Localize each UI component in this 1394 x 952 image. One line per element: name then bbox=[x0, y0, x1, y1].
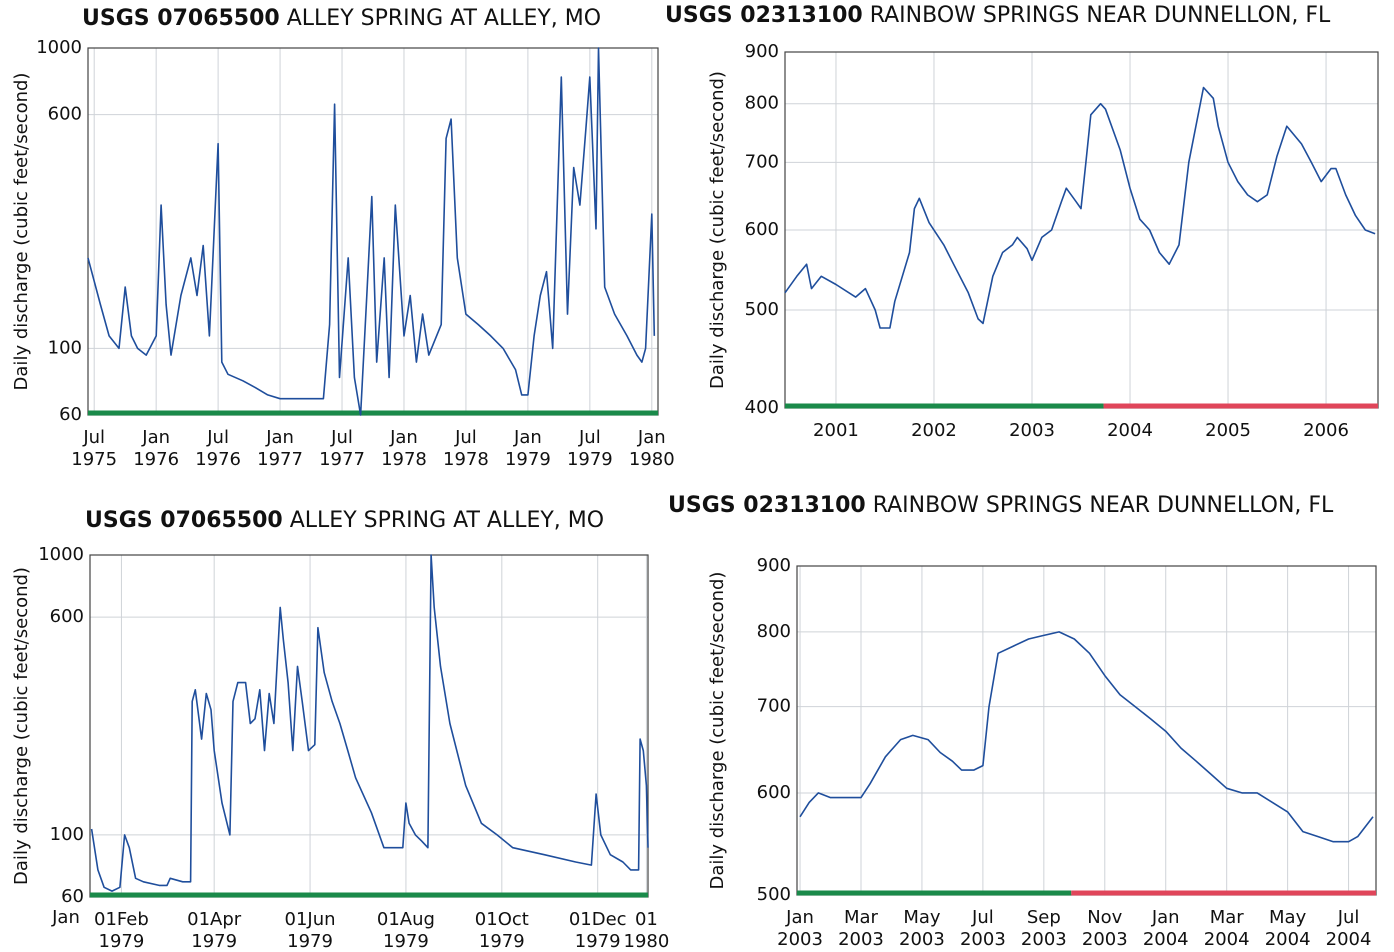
discharge-line bbox=[90, 554, 649, 892]
site-name: ALLEY SPRING AT ALLEY, MO bbox=[287, 6, 601, 31]
chart: USGS 02313100 RAINBOW SPRINGS NEAR DUNNE… bbox=[665, 3, 1379, 441]
y-tick-label: 600 bbox=[48, 104, 82, 125]
x-tick-label: Jan 2003 bbox=[777, 907, 823, 948]
x-tick-label: 01 1980 bbox=[624, 909, 670, 948]
y-axis-label: Daily discharge (cubic feet/second) bbox=[707, 71, 728, 389]
x-tick-label: Jan 1976 bbox=[133, 427, 179, 470]
plot-frame bbox=[89, 554, 649, 898]
chart-title: USGS 07065500 ALLEY SPRING AT ALLEY, MO bbox=[82, 6, 601, 31]
site-id: USGS 02313100 bbox=[668, 493, 866, 518]
x-tick-label: Jul 1978 bbox=[443, 427, 489, 470]
x-tick-label: 01Feb 1979 bbox=[94, 909, 149, 948]
y-tick-label: 600 bbox=[50, 606, 84, 627]
x-tick-label: 01Jun 1979 bbox=[285, 909, 336, 948]
chart-title: USGS 02313100 RAINBOW SPRINGS NEAR DUNNE… bbox=[668, 493, 1334, 518]
x-tick-label: Jan 1977 bbox=[257, 427, 303, 470]
chart: USGS 07065500 ALLEY SPRING AT ALLEY, MO D… bbox=[11, 6, 675, 470]
y-axis-label: Daily discharge (cubic feet/second) bbox=[11, 567, 32, 885]
x-tick-label: Jul 2003 bbox=[960, 907, 1006, 948]
y-tick-label: 900 bbox=[745, 41, 779, 62]
x-tick-label: Jan 1978 bbox=[381, 427, 427, 470]
x-tick-label: 2001 bbox=[813, 420, 859, 441]
chart-title: USGS 07065500 ALLEY SPRING AT ALLEY, MO bbox=[85, 508, 604, 533]
discharge-line bbox=[799, 631, 1374, 843]
y-tick-label: 60 bbox=[61, 886, 84, 907]
x-tick-label: 01Dec 1979 bbox=[569, 909, 627, 948]
y-tick-label: 1000 bbox=[38, 544, 84, 565]
x-tick-label: 01Oct 1979 bbox=[475, 909, 529, 948]
x-tick-label: May 2004 bbox=[1265, 907, 1311, 948]
chart: USGS 02313100 RAINBOW SPRINGS NEAR DUNNE… bbox=[668, 493, 1377, 950]
discharge-line bbox=[87, 47, 656, 416]
x-tick-label: 01Apr 1979 bbox=[187, 909, 242, 948]
site-id: USGS 07065500 bbox=[85, 508, 283, 533]
x-tick-label: Jul 1977 bbox=[319, 427, 365, 470]
x-tick-label: 2002 bbox=[911, 420, 957, 441]
y-tick-label: 1000 bbox=[36, 37, 82, 58]
x-tick-label: Sep 2003 bbox=[1021, 907, 1067, 948]
y-tick-label: 60 bbox=[59, 404, 82, 425]
x-tick-label: Jan 1980 bbox=[629, 427, 675, 470]
y-tick-label: 800 bbox=[757, 621, 791, 642]
site-name: RAINBOW SPRINGS NEAR DUNNELLON, FL bbox=[873, 493, 1334, 518]
discharge-line bbox=[784, 86, 1376, 329]
x-tick-label: 2006 bbox=[1303, 420, 1349, 441]
site-name: RAINBOW SPRINGS NEAR DUNNELLON, FL bbox=[870, 3, 1331, 28]
y-tick-label: 100 bbox=[50, 824, 84, 845]
x-tick-label: Mar 2004 bbox=[1204, 907, 1250, 948]
x-tick-label: May 2003 bbox=[899, 907, 945, 948]
x-tick-label: Jul 1976 bbox=[195, 427, 241, 470]
x-start-label: Jan bbox=[51, 907, 80, 928]
y-axis-label: Daily discharge (cubic feet/second) bbox=[11, 73, 32, 391]
y-tick-label: 900 bbox=[757, 555, 791, 576]
site-name: ALLEY SPRING AT ALLEY, MO bbox=[290, 508, 604, 533]
chart: USGS 07065500 ALLEY SPRING AT ALLEY, MO D… bbox=[11, 508, 670, 952]
x-tick-label: Jul 2004 bbox=[1326, 907, 1372, 948]
plot-frame bbox=[796, 565, 1377, 896]
x-tick-label: 2005 bbox=[1205, 420, 1251, 441]
y-tick-label: 100 bbox=[48, 337, 82, 358]
site-id: USGS 02313100 bbox=[665, 3, 863, 28]
y-tick-label: 700 bbox=[745, 151, 779, 172]
y-tick-label: 800 bbox=[745, 93, 779, 114]
x-tick-label: 2004 bbox=[1107, 420, 1153, 441]
x-tick-label: Jan 2004 bbox=[1143, 907, 1189, 948]
y-tick-label: 700 bbox=[757, 696, 791, 717]
y-tick-label: 600 bbox=[757, 782, 791, 803]
x-tick-label: Jul 1979 bbox=[567, 427, 613, 470]
y-tick-label: 600 bbox=[745, 219, 779, 240]
y-axis-label: Daily discharge (cubic feet/second) bbox=[707, 572, 728, 890]
x-tick-label: Jan 1979 bbox=[505, 427, 551, 470]
y-tick-label: 500 bbox=[745, 299, 779, 320]
x-tick-label: 2003 bbox=[1009, 420, 1055, 441]
x-tick-label: Mar 2003 bbox=[838, 907, 884, 948]
x-tick-label: 01Aug 1979 bbox=[377, 909, 435, 948]
site-id: USGS 07065500 bbox=[82, 6, 280, 31]
x-tick-label: Nov 2003 bbox=[1082, 907, 1128, 948]
y-tick-label: 400 bbox=[745, 397, 779, 418]
chart-title: USGS 02313100 RAINBOW SPRINGS NEAR DUNNE… bbox=[665, 3, 1331, 28]
x-tick-label: Jul 1975 bbox=[71, 427, 117, 470]
y-tick-label: 500 bbox=[757, 884, 791, 905]
